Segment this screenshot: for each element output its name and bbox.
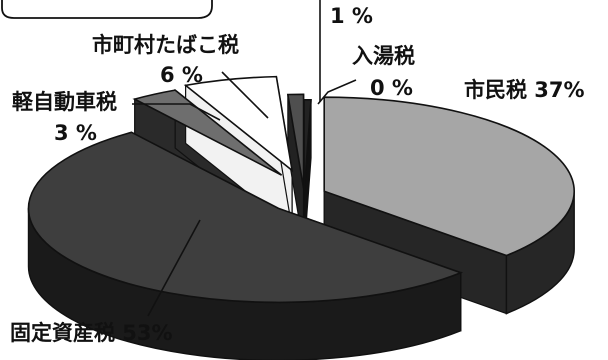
- leader-nyuto: [317, 79, 357, 105]
- label-nyuto-value: 0 %: [370, 76, 413, 100]
- leader-kotei: [147, 219, 201, 317]
- chart-title-box: [1, 0, 213, 19]
- slice-top-shimin: [323, 96, 575, 257]
- label-shimin: 市民税 37%: [464, 78, 585, 102]
- label-kotei: 固定資産税 53%: [10, 321, 173, 345]
- label-kei-value: 3 %: [54, 121, 97, 145]
- slice-labels: 1 % 市町村たばこ税 6 % 入湯税 0 % 軽自動車税 3 % 市民税 37…: [10, 4, 585, 345]
- label-onepct-value: 1 %: [330, 4, 373, 28]
- slice-top-kotei: [27, 131, 464, 304]
- label-nyuto-name: 入湯税: [352, 44, 415, 68]
- slice-tops: [27, 75, 575, 304]
- label-tobacco-name: 市町村たばこ税: [92, 33, 239, 57]
- slice-top-nyuto: [303, 99, 312, 194]
- leader-tobacco: [221, 71, 269, 119]
- slice-top-onepct: [286, 93, 305, 189]
- leader-lines: [132, 0, 357, 317]
- leader-kei: [132, 103, 221, 121]
- label-tobacco-value: 6 %: [160, 63, 203, 87]
- slice-top-kei: [132, 89, 283, 176]
- label-kei-name: 軽自動車税: [12, 90, 117, 114]
